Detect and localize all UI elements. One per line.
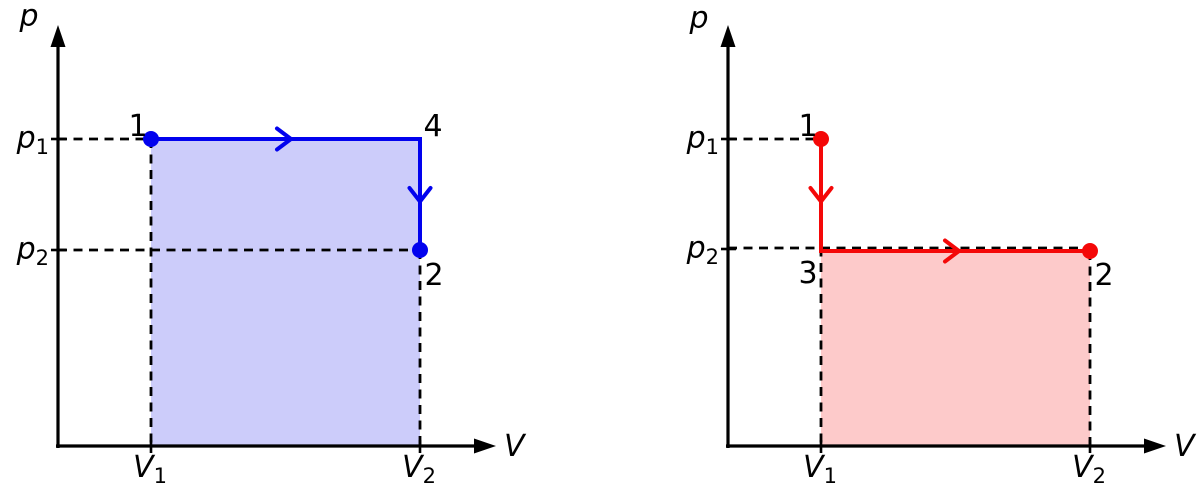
p1-tick-label: p1: [16, 121, 49, 159]
v-axis-label: V: [1174, 429, 1197, 464]
p-axis-label: p: [18, 0, 38, 34]
p2-label-sub: 2: [706, 245, 719, 269]
p1-label-sub: 1: [706, 135, 719, 159]
v2-label-base: V: [1072, 450, 1095, 485]
p-axis-arrowhead: [50, 25, 66, 47]
p2-tick-label: p2: [16, 232, 49, 270]
v2-tick-label: V2: [1072, 450, 1106, 488]
v1-label-sub: 1: [824, 464, 837, 488]
v1-tick-label: V1: [803, 450, 837, 488]
state-point-3-label: 3: [798, 256, 817, 291]
state-point-2-dot: [412, 242, 428, 258]
p-axis-arrowhead: [720, 25, 736, 47]
p1-label-base: p: [686, 121, 706, 156]
direction-arrow-right-icon: [943, 238, 961, 264]
p1-tick-label: p1: [686, 121, 719, 159]
v-axis-arrowhead: [1144, 438, 1166, 454]
p2-tick-label: p2: [686, 231, 719, 269]
state-point-1-dot: [143, 131, 159, 147]
v1-label-base: V: [133, 450, 156, 485]
p2-label-base: p: [16, 232, 36, 267]
direction-arrow-down-icon: [808, 186, 834, 204]
state-point-1-dot: [813, 131, 829, 147]
work-area-fill: [151, 139, 420, 446]
state-point-2-dot: [1082, 243, 1098, 259]
p2-label-base: p: [686, 231, 706, 266]
v2-label-sub: 2: [1093, 464, 1106, 488]
state-point-2-label: 2: [1094, 258, 1113, 293]
direction-arrow-down-icon: [407, 186, 433, 204]
v2-label-sub: 2: [423, 464, 436, 488]
p1-label-sub: 1: [36, 135, 49, 159]
p2-label-sub: 2: [36, 246, 49, 270]
left-pv-diagram: p V p1 p2 V1 V2 1 4 2: [16, 0, 527, 488]
state-point-4-label: 4: [423, 109, 442, 144]
direction-arrow-right-icon: [275, 126, 293, 152]
work-area-fill: [821, 251, 1090, 446]
v1-label-base: V: [803, 450, 826, 485]
v-axis-arrowhead: [474, 438, 496, 454]
process-path-1-4-2: [151, 137, 422, 250]
process-path-1-3-2: [819, 139, 1090, 253]
p-axis-label: p: [688, 1, 708, 36]
v2-label-base: V: [402, 450, 425, 485]
v-axis-label: V: [504, 429, 527, 464]
v1-tick-label: V1: [133, 450, 167, 488]
v2-tick-label: V2: [402, 450, 436, 488]
p1-label-base: p: [16, 121, 36, 156]
right-pv-diagram: p V p1 p2 V1 V2 1 3 2: [686, 1, 1197, 488]
v1-label-sub: 1: [154, 464, 167, 488]
state-point-2-label: 2: [424, 258, 443, 293]
state-point-1-label: 1: [128, 109, 147, 144]
state-point-1-label: 1: [798, 109, 817, 144]
